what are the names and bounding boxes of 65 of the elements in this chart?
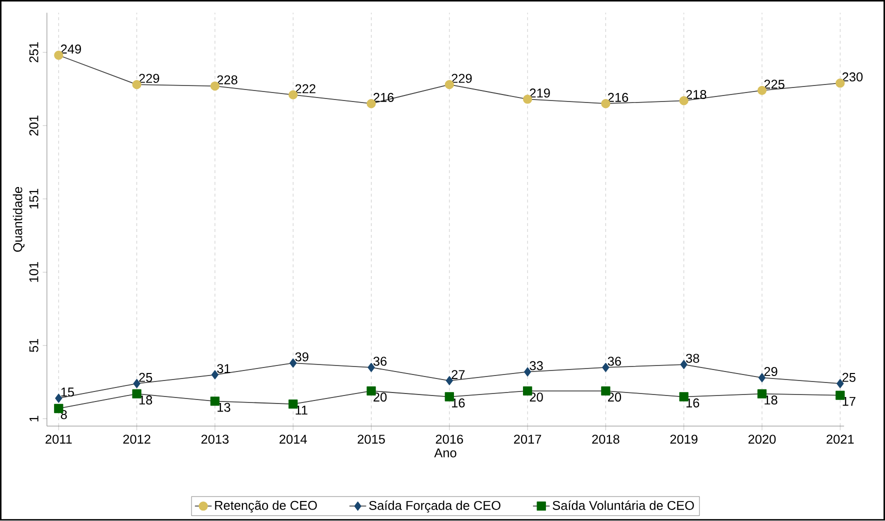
data-label: 229 [452,74,472,84]
x-tick-label: 2013 [201,434,229,444]
x-tick-label: 2020 [748,434,776,444]
y-axis-title: Quantidade [12,187,25,252]
legend-label: Saída Voluntária de CEO [552,500,694,510]
point [444,392,454,402]
data-label: 218 [686,90,706,100]
data-label: 17 [842,397,856,406]
point [133,379,140,388]
data-label: 16 [452,398,465,408]
data-label: 225 [764,80,784,89]
legend-label: Retenção de CEO [215,500,317,513]
legend-label: Saída Forçada de CEO [369,500,500,513]
y-tick-label: 151 [29,189,38,209]
y-tick-label: 201 [29,116,38,136]
x-tick-label: 2014 [280,434,307,444]
data-label: 25 [842,373,856,382]
x-tick-label: 2016 [436,434,464,444]
data-label: 27 [452,370,465,380]
point [836,379,844,388]
y-tick-label: 1 [30,416,38,422]
data-label: 219 [530,88,550,98]
data-label: 16 [686,398,700,408]
x-tick-label: 2018 [592,434,620,444]
data-label: 31 [217,364,230,374]
point [368,363,375,372]
data-label: 230 [842,72,863,82]
data-label: 15 [61,388,74,397]
x-tick-label: 2012 [123,434,150,444]
data-label: 13 [218,403,230,412]
data-label: 11 [296,406,308,415]
y-tick-label: 101 [29,262,38,282]
point [524,367,532,377]
point [132,389,142,399]
point [211,370,218,380]
point [290,358,297,368]
data-label: 39 [295,352,308,362]
point [680,360,688,370]
x-axis-title: Ano [434,448,456,458]
point [679,392,688,402]
data-label: 36 [608,356,621,366]
data-label: 216 [374,93,394,102]
data-label: 25 [139,373,152,382]
data-label: 29 [764,367,778,376]
data-label: 18 [139,396,152,405]
x-tick-label: 2019 [670,434,698,444]
data-label: 18 [764,396,778,405]
y-tick-label: 251 [29,42,38,63]
point [602,363,610,372]
point [55,394,62,404]
data-label: 228 [217,76,238,85]
point [446,376,453,386]
x-tick-label: 2015 [358,434,385,444]
data-label: 229 [139,74,160,84]
y-tick-label: 51 [29,339,38,352]
data-label: 38 [686,354,700,364]
data-label: 36 [373,356,387,366]
data-label: 249 [60,44,81,54]
x-tick-label: 2021 [826,434,854,444]
x-tick-label: 2011 [46,434,72,444]
x-tick-label: 2017 [514,434,542,444]
data-label: 216 [608,93,628,102]
data-label: 33 [530,361,543,370]
data-label: 222 [295,84,316,94]
point [758,373,766,383]
